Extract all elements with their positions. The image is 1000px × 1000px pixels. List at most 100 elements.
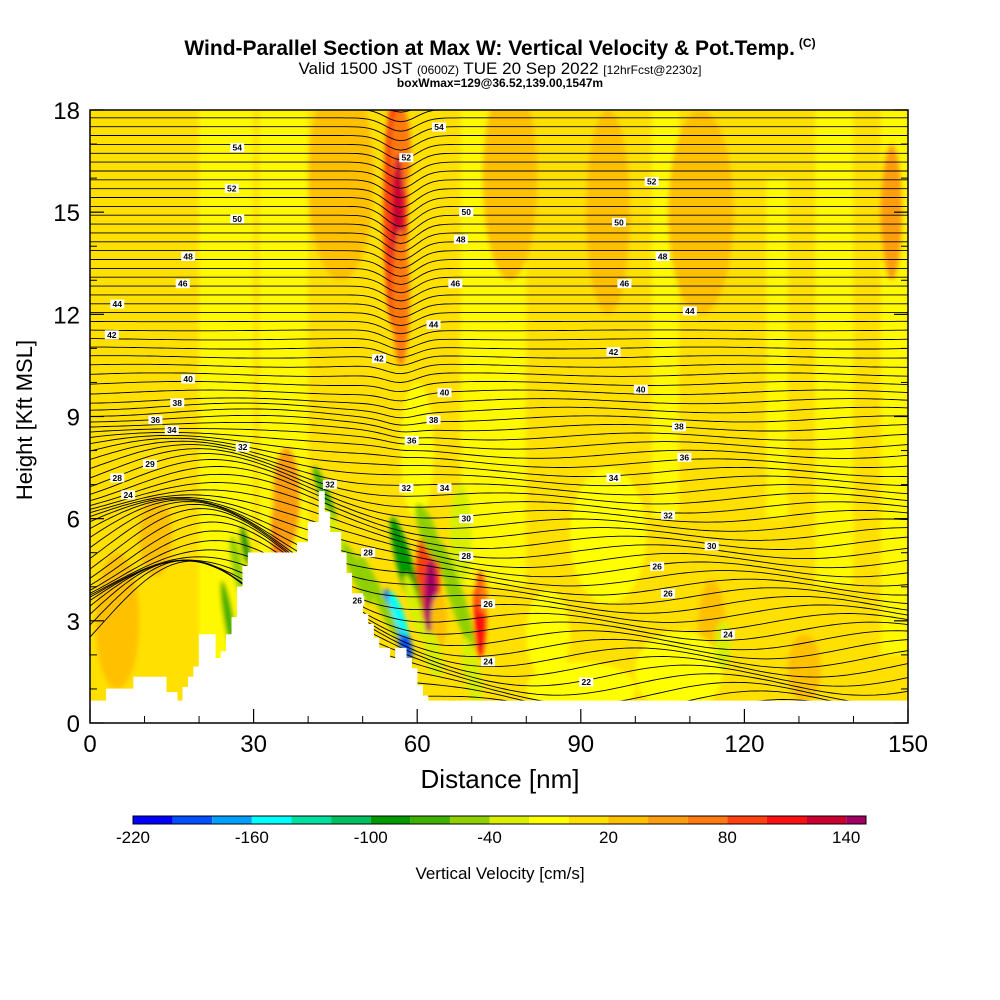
isentrope-line — [90, 338, 908, 350]
isentrope-label: 24 — [721, 629, 736, 639]
isentrope-label-bg — [372, 354, 387, 364]
isentrope-label: 26 — [661, 589, 676, 599]
isentrope-label-text: 46 — [178, 279, 188, 289]
isentrope-line — [90, 381, 908, 393]
isentrope-label: 38 — [170, 398, 185, 408]
isentrope-line — [90, 556, 908, 678]
field-cell — [482, 110, 538, 281]
isentrope-label-bg — [481, 657, 496, 667]
isentrope-line — [90, 320, 908, 335]
isentrope-label: 34 — [437, 483, 452, 493]
field-cell — [788, 634, 821, 703]
isentrope-label-text: 24 — [483, 657, 493, 667]
isentrope-label-text: 28 — [462, 551, 472, 561]
isentrope-label-text: 34 — [440, 483, 450, 493]
isentrope-label: 40 — [633, 384, 648, 394]
isentrope-label: 38 — [671, 422, 686, 432]
isentrope-line — [90, 161, 908, 180]
isentrope-label-text: 26 — [352, 595, 362, 605]
y-tick-label: 15 — [53, 200, 80, 227]
isentrope-label-text: 54 — [434, 122, 444, 132]
colorbar-swatch — [370, 816, 411, 824]
y-tick-label: 12 — [53, 302, 80, 329]
isentrope-label-text: 26 — [652, 561, 662, 571]
isentrope-line — [90, 453, 908, 514]
isentrope-line — [90, 276, 908, 294]
isentrope-line — [90, 294, 908, 310]
isentrope-line — [90, 408, 908, 426]
isentrope-label: 46 — [617, 279, 632, 289]
isentrope-label-bg — [230, 214, 245, 224]
isentrope-label: 50 — [230, 214, 245, 224]
isentrope-label-text: 36 — [680, 452, 690, 462]
isentrope-label: 32 — [661, 510, 676, 520]
isentrope-label-text: 29 — [145, 459, 155, 469]
isentrope-label: 42 — [606, 347, 621, 357]
isentrope-label-bg — [459, 207, 474, 217]
isentrope-label-text: 32 — [402, 483, 412, 493]
isentrope-label: 24 — [121, 490, 136, 500]
isentrope-line — [90, 152, 908, 170]
isentrope-label-text: 30 — [462, 514, 472, 524]
isentrope-line — [90, 170, 908, 189]
isentrope-line — [90, 501, 908, 605]
isentrope-label-text: 50 — [233, 214, 243, 224]
isentrope-label-bg — [437, 483, 452, 493]
field-cell — [668, 110, 734, 315]
isentrope-line — [90, 560, 908, 696]
isentrope-label-text: 44 — [429, 320, 439, 330]
isentrope-label-text: 28 — [363, 548, 373, 558]
isentrope-line — [90, 482, 908, 550]
isentrope-label-bg — [322, 480, 337, 490]
field-cell — [586, 110, 630, 315]
isentrope-line — [90, 508, 908, 623]
isentrope-label-bg — [617, 279, 632, 289]
isentrope-label-text: 46 — [620, 279, 630, 289]
isentrope-label: 36 — [677, 452, 692, 462]
x-tick-label: 90 — [567, 731, 594, 758]
chart-subtitle: Valid 1500 JST (0600Z) TUE 20 Sep 2022 [… — [298, 59, 702, 78]
colorbar-tick-label: 80 — [718, 828, 737, 847]
field-cell — [229, 536, 245, 597]
isentrope-line — [90, 303, 908, 318]
isentrope-line — [90, 499, 908, 596]
isentrope-label-bg — [661, 510, 676, 520]
isentrope-label-bg — [682, 306, 697, 316]
isentrope-label-bg — [426, 320, 441, 330]
field-cell — [388, 591, 408, 637]
isentrope-label-bg — [650, 561, 665, 571]
isentrope-line — [90, 428, 908, 450]
isentrope-label: 26 — [481, 599, 496, 609]
x-tick-label: 60 — [404, 731, 431, 758]
field-cell — [880, 144, 903, 281]
chart-title: Wind-Parallel Section at Max W: Vertical… — [184, 36, 816, 60]
isentrope-label: 40 — [437, 388, 452, 398]
x-tick-label: 120 — [724, 731, 764, 758]
x-axis-title: Distance [nm] — [420, 764, 580, 794]
isentrope-label: 54 — [230, 142, 245, 152]
colorbar-swatch — [568, 816, 609, 824]
isentrope-label: 26 — [650, 561, 665, 571]
colorbar-tick-label: -220 — [116, 828, 150, 847]
isentrope-labels: 22 24 24 24 26 26 26 26 28 28 28 29 30 30 32 32 32 32 34 34… — [104, 122, 736, 687]
isentrope-line — [90, 285, 908, 302]
colorbar-tick-label: 20 — [599, 828, 618, 847]
isentrope-line — [90, 259, 908, 277]
isentrope-label-text: 46 — [451, 279, 461, 289]
isentrope-label-text: 40 — [636, 384, 646, 394]
isentrope-label-text: 34 — [167, 425, 177, 435]
isentrope-label: 48 — [453, 234, 468, 244]
isentrope-label-bg — [175, 279, 190, 289]
isentrope-label-bg — [606, 473, 621, 483]
isentrope-line — [90, 540, 908, 660]
field-cell — [358, 553, 400, 641]
isentrope-label: 36 — [148, 415, 163, 425]
colorbar-swatch — [687, 816, 728, 824]
field-cell — [308, 110, 374, 281]
field-cell — [569, 467, 647, 604]
isentrope-label-text: 50 — [462, 207, 472, 217]
isentrope-label: 32 — [322, 480, 337, 490]
isentrope-label-bg — [579, 677, 594, 687]
isentrope-label-text: 28 — [113, 473, 123, 483]
field-cell — [449, 484, 472, 587]
